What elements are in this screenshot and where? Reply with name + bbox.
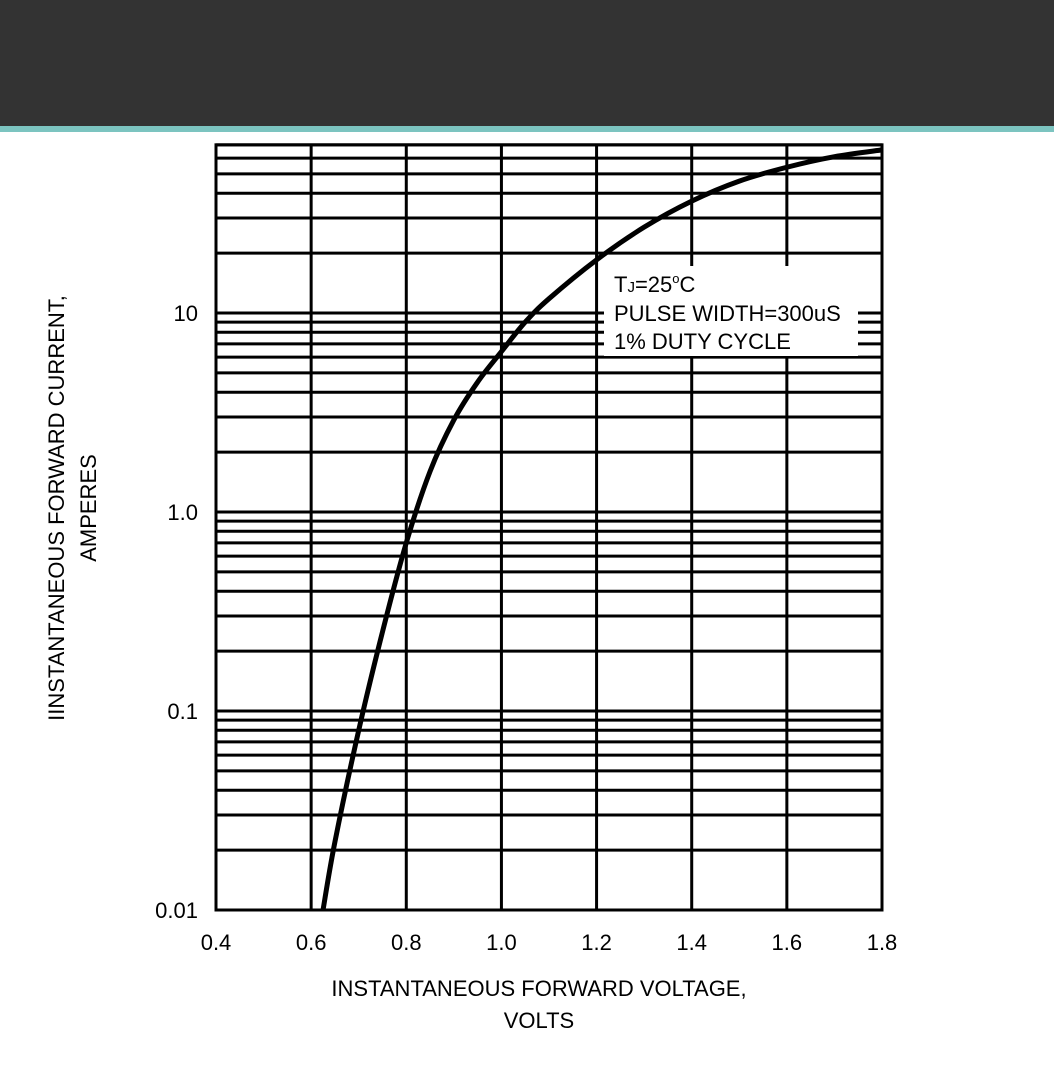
chart-grid [214, 143, 884, 912]
header-bar [0, 0, 1054, 126]
x-tick-label: 1.0 [486, 930, 517, 955]
annotation-tj-value: =25 [635, 272, 672, 297]
header-accent-stripe [0, 126, 1054, 132]
plot-frame [214, 143, 884, 912]
forward-current-curve [320, 147, 883, 911]
x-tick-label: 1.6 [772, 930, 803, 955]
y-tick-label: 10 [174, 301, 198, 326]
x-axis-title-line2: VOLTS [504, 1008, 575, 1033]
annotation-tj-prefix: T [614, 272, 627, 297]
annotation-tj-subscript: J [627, 279, 635, 296]
y-axis-title-line2: AMPERES [76, 454, 101, 562]
y-tick-label: 1.0 [167, 500, 198, 525]
annotation-tj: TJ=25oC [614, 271, 696, 297]
annotation-tj-degree: o [672, 271, 679, 286]
annotation-background [604, 266, 858, 356]
curve-layer [320, 147, 883, 911]
y-axis-title-line1: IINSTANTANEOUS FORWARD CURRENT, [44, 295, 69, 721]
x-axis-title-line1: INSTANTANEOUS FORWARD VOLTAGE, [331, 976, 746, 1001]
annotation-pulse-width: PULSE WIDTH=300uS [614, 301, 841, 326]
x-tick-label: 1.8 [867, 930, 898, 955]
test-conditions-annotation: TJ=25oC PULSE WIDTH=300uS 1% DUTY CYCLE [614, 271, 841, 354]
y-tick-label: 0.01 [155, 898, 198, 923]
x-tick-label: 1.2 [581, 930, 612, 955]
annotation-duty-cycle: 1% DUTY CYCLE [614, 329, 791, 354]
x-tick-label: 1.4 [676, 930, 707, 955]
x-tick-label: 0.4 [201, 930, 232, 955]
y-tick-labels: 0.01 0.1 1.0 10 [155, 301, 198, 923]
x-tick-label: 0.6 [296, 930, 327, 955]
y-tick-label: 0.1 [167, 699, 198, 724]
annotation-tj-unit: C [680, 272, 696, 297]
x-tick-labels: 0.4 0.6 0.8 1.0 1.2 1.4 1.6 1.8 [201, 930, 898, 955]
x-tick-label: 0.8 [391, 930, 422, 955]
